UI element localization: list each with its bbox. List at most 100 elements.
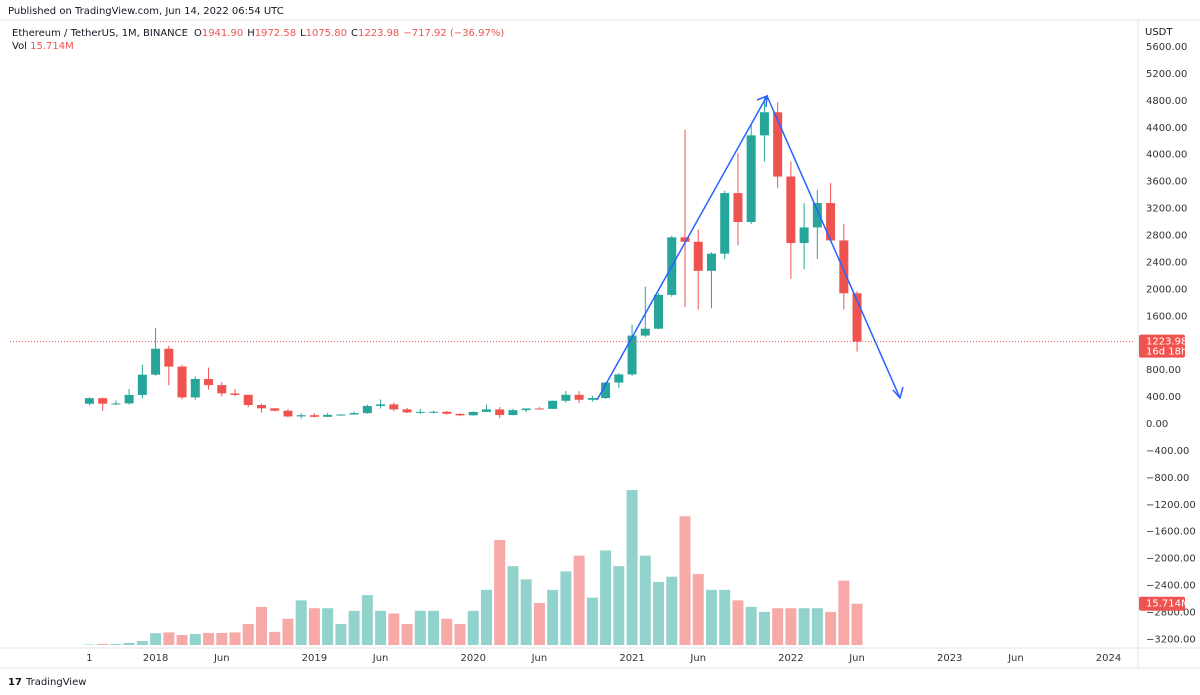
volume-bar — [335, 623, 347, 645]
y-tick-label: −2400.00 — [1146, 581, 1196, 592]
y-tick-label: −2800.00 — [1146, 608, 1196, 619]
volume-bar — [838, 580, 850, 645]
candle-body — [309, 415, 319, 417]
candle-body — [521, 408, 531, 411]
candle-body — [468, 411, 478, 416]
volume-bar — [216, 632, 228, 645]
volume-bar — [785, 608, 797, 645]
volume-bar — [666, 576, 678, 645]
y-tick-label: 5600.00 — [1146, 42, 1187, 53]
candle-body — [217, 385, 227, 394]
footer-logo: 𝟭𝟳 TradingView — [8, 677, 86, 688]
volume-bar — [308, 608, 320, 645]
countdown-label: 16d 18h — [1146, 347, 1187, 358]
y-tick-label: 4800.00 — [1146, 96, 1187, 107]
published-note: Published on TradingView.com, Jun 14, 20… — [8, 6, 284, 17]
x-tick-label: 2020 — [461, 653, 486, 664]
volume-bar — [639, 555, 651, 645]
candle-body — [323, 414, 333, 417]
volume-bar — [388, 613, 400, 645]
price-axis: 5600.00 5200.00 4800.00 4400.00 4000.00 3600.… — [1146, 42, 1196, 645]
candle-body — [799, 227, 809, 244]
candle-body — [376, 404, 386, 406]
candle-body — [230, 393, 240, 395]
x-tick-label: Jun — [372, 653, 389, 664]
volume-bar — [322, 608, 334, 645]
volume-bar — [375, 610, 387, 645]
volume-bar — [613, 566, 625, 645]
volume-bar — [811, 608, 823, 645]
volume-bar — [825, 611, 837, 645]
y-tick-label: 2000.00 — [1146, 284, 1187, 295]
last-volume-box — [1139, 596, 1185, 611]
volume-legend-key: Vol — [12, 41, 27, 52]
volume-bar — [203, 632, 215, 645]
legend-value: 1972.58 — [255, 28, 296, 39]
trend-drawing — [596, 94, 904, 401]
x-tick-label: 2023 — [937, 653, 962, 664]
y-tick-label: 2400.00 — [1146, 257, 1187, 268]
candle-body — [124, 394, 134, 404]
volume-bar — [136, 641, 148, 645]
candle-body — [627, 335, 637, 375]
volume-bar — [163, 632, 175, 645]
volume-bar — [454, 623, 466, 645]
candle-body — [270, 408, 280, 411]
volume-bar — [229, 632, 241, 645]
candle-body — [746, 135, 756, 222]
candle-body — [640, 328, 650, 336]
candle-body — [508, 410, 518, 416]
volume-bar — [282, 618, 294, 645]
candle-body — [442, 411, 452, 414]
candle-body — [164, 348, 174, 367]
plot — [10, 96, 1135, 645]
volume-bar — [255, 606, 267, 645]
y-tick-label: −400.00 — [1146, 446, 1189, 457]
volume-bar — [428, 610, 440, 645]
volume-bar — [758, 611, 770, 645]
currency: USDT — [1145, 27, 1173, 38]
x-tick-label: 2019 — [302, 653, 327, 664]
candle-body — [574, 394, 584, 400]
arrow-head — [892, 386, 904, 400]
volume-bar — [110, 643, 122, 645]
candle-body — [706, 253, 716, 271]
candle-body — [429, 411, 439, 413]
candle-body — [839, 240, 849, 294]
last-price-box — [1139, 334, 1185, 358]
x-tick-label: 1 — [86, 653, 92, 664]
logo-mark: 𝟭𝟳 — [8, 677, 22, 688]
x-tick-label: 2018 — [143, 653, 168, 664]
volume-bar — [653, 581, 665, 645]
candle-body — [614, 374, 624, 383]
candle-body — [680, 237, 690, 242]
volume-bar — [772, 608, 784, 645]
legend-value: 1223.98 — [358, 28, 399, 39]
y-tick-label: −1200.00 — [1146, 500, 1196, 511]
legend-key: O — [194, 28, 202, 39]
candle-body — [151, 348, 161, 375]
candle-body — [720, 193, 730, 254]
volume-bar — [97, 643, 109, 645]
volume-bar — [692, 574, 704, 645]
volume-legend: Vol 15.714M — [12, 41, 74, 52]
candle-body — [204, 378, 214, 386]
legend-change: −717.92 (−36.97%) — [403, 28, 504, 39]
candle-body — [601, 382, 611, 399]
volume-bar — [83, 644, 95, 645]
candle-body — [415, 411, 425, 413]
volume-bar — [242, 623, 254, 645]
x-tick-label: Jun — [848, 653, 865, 664]
y-tick-label: 5200.00 — [1146, 69, 1187, 80]
volume-bar — [745, 606, 757, 645]
volume-bar — [851, 603, 863, 645]
y-tick-label: 1600.00 — [1146, 311, 1187, 322]
x-tick-label: Jun — [1007, 653, 1024, 664]
volume-legend-value: 15.714M — [30, 41, 74, 52]
volume-bar — [507, 566, 519, 645]
volume-bar — [494, 539, 506, 645]
volume-bar — [798, 608, 810, 645]
candle-body — [759, 112, 769, 136]
arrow-head — [756, 94, 768, 108]
volume-bar — [480, 589, 492, 645]
